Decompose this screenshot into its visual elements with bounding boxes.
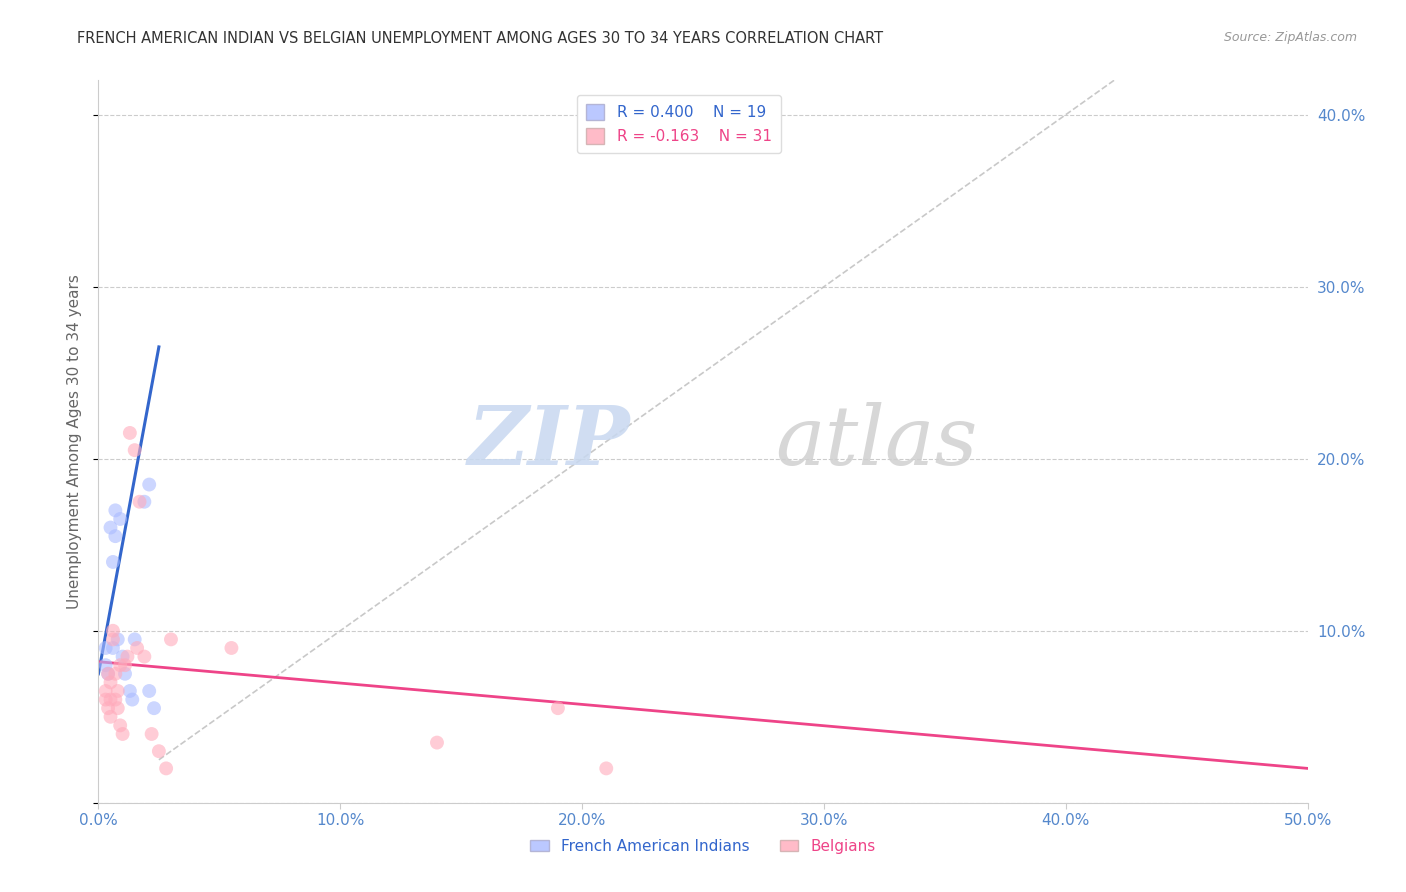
Point — [108, 512, 131, 526]
Point — [128, 494, 150, 508]
Point — [104, 666, 127, 681]
Point — [107, 632, 129, 647]
Point — [101, 555, 124, 569]
Point — [117, 649, 139, 664]
Point — [134, 494, 156, 508]
Point — [114, 666, 136, 681]
Point — [97, 666, 120, 681]
Text: Source: ZipAtlas.com: Source: ZipAtlas.com — [1223, 31, 1357, 45]
Y-axis label: Unemployment Among Ages 30 to 34 years: Unemployment Among Ages 30 to 34 years — [67, 274, 83, 609]
Point — [101, 624, 124, 638]
Text: FRENCH AMERICAN INDIAN VS BELGIAN UNEMPLOYMENT AMONG AGES 30 TO 34 YEARS CORRELA: FRENCH AMERICAN INDIAN VS BELGIAN UNEMPL… — [77, 31, 883, 46]
Point — [141, 727, 163, 741]
Point — [111, 727, 134, 741]
Legend: French American Indians, Belgians: French American Indians, Belgians — [524, 833, 882, 860]
Point — [547, 701, 569, 715]
Point — [127, 640, 149, 655]
Point — [124, 632, 146, 647]
Point — [100, 520, 122, 534]
Point — [121, 692, 143, 706]
Point — [148, 744, 170, 758]
Point — [97, 701, 120, 715]
Point — [143, 701, 166, 715]
Point — [108, 718, 131, 732]
Point — [94, 692, 117, 706]
Point — [138, 684, 160, 698]
Point — [107, 701, 129, 715]
Point — [94, 640, 117, 655]
Point — [118, 425, 141, 440]
Text: ZIP: ZIP — [468, 401, 630, 482]
Point — [138, 477, 160, 491]
Point — [94, 658, 117, 673]
Point — [124, 443, 146, 458]
Text: atlas: atlas — [776, 401, 979, 482]
Point — [114, 658, 136, 673]
Point — [100, 710, 122, 724]
Point — [155, 761, 177, 775]
Point — [426, 735, 449, 749]
Point — [108, 658, 131, 673]
Point — [104, 692, 127, 706]
Point — [221, 640, 243, 655]
Point — [97, 666, 120, 681]
Point — [101, 632, 124, 647]
Point — [134, 649, 156, 664]
Point — [94, 684, 117, 698]
Point — [104, 503, 127, 517]
Point — [111, 649, 134, 664]
Point — [107, 684, 129, 698]
Point — [100, 692, 122, 706]
Point — [160, 632, 183, 647]
Point — [595, 761, 617, 775]
Point — [118, 684, 141, 698]
Point — [100, 675, 122, 690]
Point — [104, 529, 127, 543]
Point — [101, 640, 124, 655]
